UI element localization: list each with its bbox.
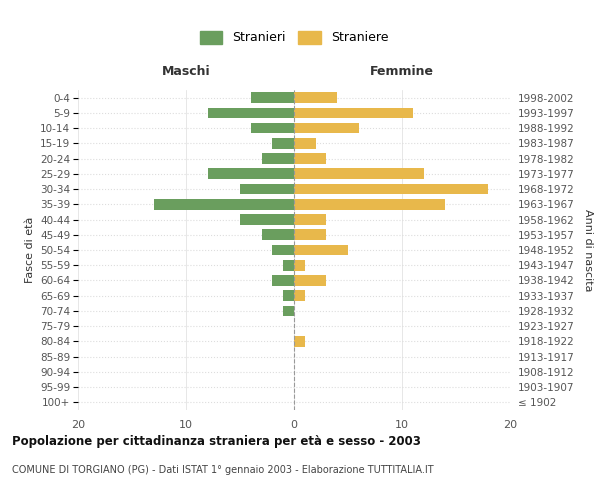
Text: Femmine: Femmine [370, 65, 434, 78]
Bar [294, 290, 305, 301]
Y-axis label: Fasce di età: Fasce di età [25, 217, 35, 283]
Bar [262, 230, 294, 240]
Bar [294, 214, 326, 225]
Bar [294, 275, 326, 286]
Bar [294, 230, 326, 240]
Bar [240, 214, 294, 225]
Text: Popolazione per cittadinanza straniera per età e sesso - 2003: Popolazione per cittadinanza straniera p… [12, 435, 421, 448]
Bar [294, 108, 413, 118]
Bar [251, 123, 294, 134]
Bar [272, 275, 294, 286]
Bar [283, 290, 294, 301]
Bar [294, 260, 305, 270]
Bar [272, 138, 294, 148]
Bar [294, 153, 326, 164]
Text: COMUNE DI TORGIANO (PG) - Dati ISTAT 1° gennaio 2003 - Elaborazione TUTTITALIA.I: COMUNE DI TORGIANO (PG) - Dati ISTAT 1° … [12, 465, 434, 475]
Bar [262, 153, 294, 164]
Bar [294, 123, 359, 134]
Bar [251, 92, 294, 103]
Y-axis label: Anni di nascita: Anni di nascita [583, 209, 593, 291]
Bar [240, 184, 294, 194]
Bar [283, 260, 294, 270]
Bar [154, 199, 294, 209]
Bar [294, 336, 305, 347]
Text: Maschi: Maschi [161, 65, 211, 78]
Bar [294, 244, 348, 256]
Bar [294, 138, 316, 148]
Bar [294, 184, 488, 194]
Bar [283, 306, 294, 316]
Bar [208, 108, 294, 118]
Bar [294, 199, 445, 209]
Bar [294, 92, 337, 103]
Legend: Stranieri, Straniere: Stranieri, Straniere [195, 26, 393, 50]
Bar [294, 168, 424, 179]
Bar [272, 244, 294, 256]
Bar [208, 168, 294, 179]
